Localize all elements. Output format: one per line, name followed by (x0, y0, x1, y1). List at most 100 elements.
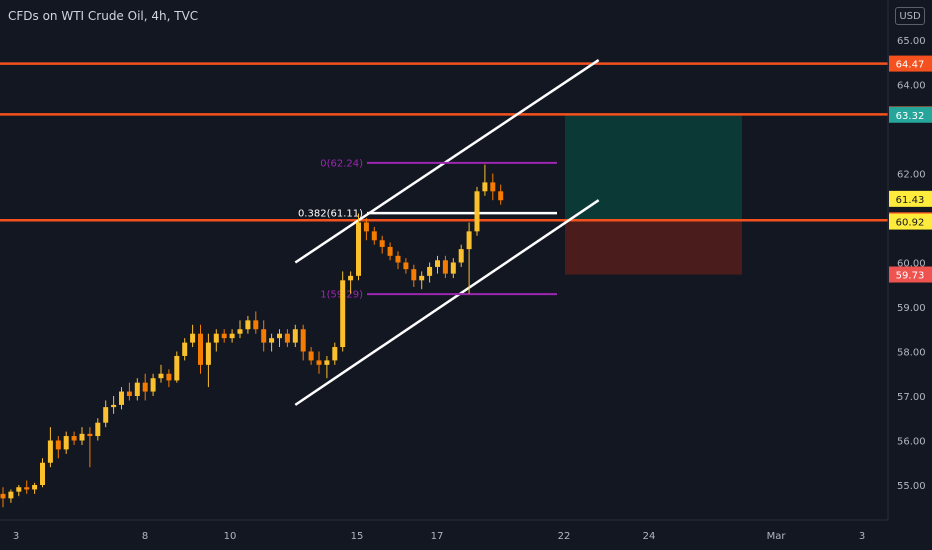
price-tag-bg (889, 106, 932, 123)
x-tick-label: 8 (142, 531, 148, 542)
candle (213, 333, 219, 343)
candle (466, 231, 472, 250)
channel-lower-line (294, 199, 600, 406)
y-tick-label: 65.00 (897, 36, 926, 47)
candle (16, 487, 22, 492)
candle (411, 269, 417, 281)
candle (71, 436, 77, 441)
candle (32, 485, 38, 490)
price-tag-64.47: 64.47 (896, 60, 925, 71)
candle (150, 378, 156, 392)
candle (292, 329, 298, 343)
axes: 65.00 64.00 62.00 60.00 59.00 58.00 57.00 56.00… (0, 0, 926, 542)
candle (40, 462, 45, 485)
y-tick-label: 56.00 (897, 437, 926, 448)
candles (0, 164, 504, 508)
candle (277, 333, 282, 339)
position-zones (565, 114, 742, 275)
candle (387, 246, 393, 256)
channel-upper-line (294, 58, 600, 264)
x-tick-label: 15 (351, 531, 364, 542)
candle (269, 338, 275, 343)
candle (182, 342, 188, 356)
candle (340, 280, 346, 348)
candle (205, 342, 211, 365)
candle (356, 222, 361, 276)
candle (442, 260, 448, 274)
candle (245, 320, 251, 330)
fib-label-0: 0(62.24) (320, 158, 363, 169)
candle (284, 333, 290, 343)
price-tag-61.43: 61.43 (896, 195, 925, 206)
candle (308, 351, 314, 361)
candle (427, 266, 433, 276)
fib-retracement: 0(62.24)0.382(61.11)1(59.29) (298, 158, 557, 301)
candle (24, 487, 30, 490)
candle (332, 347, 338, 361)
candle (253, 320, 259, 330)
x-tick-label: 3 (859, 531, 865, 542)
y-tick-label: 64.00 (897, 81, 926, 92)
candle (47, 440, 53, 463)
candle (324, 360, 330, 365)
candle (237, 329, 243, 334)
price-tag-bg (889, 190, 932, 207)
candle (119, 391, 124, 405)
y-tick-label: 57.00 (897, 392, 926, 403)
candle (0, 493, 6, 499)
loss-zone (565, 220, 742, 275)
candle (490, 182, 496, 192)
x-tick-label: 3 (13, 531, 19, 542)
x-tick-label: Mar (767, 531, 787, 542)
candle (395, 255, 401, 263)
price-tag-bg (889, 266, 932, 283)
candle (403, 262, 409, 270)
x-tick-label: 10 (224, 531, 237, 542)
candle (198, 333, 203, 365)
x-tick-label: 17 (431, 531, 444, 542)
candle (174, 355, 180, 381)
candle (8, 491, 14, 499)
candle (221, 333, 227, 339)
candle (348, 275, 354, 281)
candle (142, 382, 148, 392)
candle (300, 329, 306, 352)
y-tick-label: 58.00 (897, 348, 926, 359)
candle (261, 329, 267, 343)
candle (474, 191, 480, 232)
candle (450, 262, 456, 274)
y-tick-label: 55.00 (897, 481, 926, 492)
candle (126, 391, 132, 396)
candle (95, 422, 101, 437)
price-tag-59.73: 59.73 (896, 271, 925, 282)
candle (316, 360, 322, 365)
candle (158, 373, 164, 379)
price-tag-bg (889, 213, 932, 230)
fib-label-1: 0.382(61.11) (298, 209, 363, 220)
candle (482, 182, 488, 192)
candle (87, 433, 93, 437)
candle (229, 333, 235, 339)
candle (166, 373, 172, 381)
chart-title: CFDs on WTI Crude Oil, 4h, TVC (8, 9, 199, 23)
candle (498, 191, 504, 201)
y-tick-label: 59.00 (897, 303, 926, 314)
candle (103, 407, 109, 423)
candle (435, 260, 440, 267)
y-tick-label: 60.00 (897, 259, 926, 270)
candle (134, 382, 140, 396)
candle (55, 440, 61, 450)
candle (419, 275, 425, 281)
candle (190, 333, 196, 343)
y-tick-label: 62.00 (897, 170, 926, 181)
candle (371, 231, 377, 241)
candle (111, 404, 117, 408)
price-channel (294, 58, 600, 406)
candle (458, 249, 464, 263)
price-tag-60.92: 60.92 (896, 218, 925, 229)
currency-button[interactable]: USD (895, 7, 925, 25)
x-tick-label: 24 (643, 531, 656, 542)
x-tick-label: 22 (558, 531, 571, 542)
